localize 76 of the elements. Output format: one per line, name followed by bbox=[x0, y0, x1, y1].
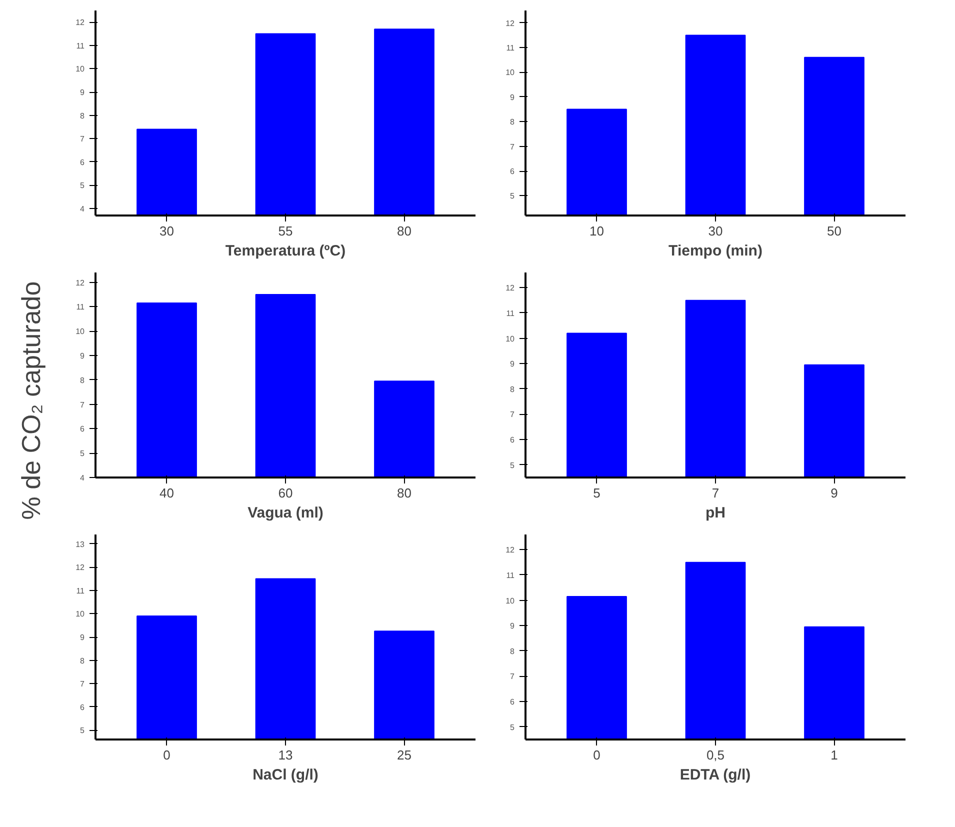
x-tick-label: 0 bbox=[593, 748, 600, 762]
y-tick-label: 12 bbox=[506, 546, 516, 555]
x-tick-label: 13 bbox=[278, 748, 293, 762]
y-tick-label: 6 bbox=[80, 158, 86, 167]
y-tick-label: 8 bbox=[80, 656, 86, 666]
x-tick-label: 40 bbox=[160, 486, 174, 500]
x-tick-label: 7 bbox=[712, 486, 720, 500]
x-axis-title: Temperatura (ºC) bbox=[225, 242, 346, 260]
x-tick-label: 10 bbox=[590, 224, 604, 238]
x-tick-label: 50 bbox=[827, 224, 842, 238]
y-tick-label: 9 bbox=[80, 88, 86, 98]
y-tick-label: 8 bbox=[80, 111, 86, 120]
y-tick-label: 11 bbox=[506, 308, 516, 318]
y-tick-label: 9 bbox=[510, 360, 516, 369]
y-axis-title: % de CO₂ capturado bbox=[16, 281, 46, 520]
y-tick-label: 6 bbox=[510, 436, 516, 445]
y-tick-label: 8 bbox=[80, 376, 86, 385]
x-tick-label: 30 bbox=[160, 224, 174, 238]
x-axis-title: Vagua (ml) bbox=[248, 504, 324, 522]
y-tick-label: 4 bbox=[80, 474, 86, 482]
y-tick-label: 13 bbox=[76, 540, 86, 549]
y-tick-label: 4 bbox=[80, 204, 86, 214]
y-tick-label: 8 bbox=[510, 384, 516, 394]
y-tick-label: 11 bbox=[506, 570, 516, 580]
y-tick-label: 10 bbox=[76, 64, 86, 74]
y-tick-label: 7 bbox=[510, 410, 516, 420]
y-tick-label: 10 bbox=[506, 596, 516, 606]
x-axis-title: Tiempo (min) bbox=[668, 242, 762, 260]
y-tick-label: 5 bbox=[80, 726, 86, 736]
y-tick-label: 10 bbox=[76, 327, 86, 336]
y-tick-label: 10 bbox=[76, 610, 86, 619]
y-tick-label: 12 bbox=[506, 18, 516, 28]
x-tick-label: 25 bbox=[397, 748, 412, 762]
y-tick-label: 5 bbox=[80, 181, 86, 190]
y-tick-label: 12 bbox=[76, 18, 86, 28]
y-tick-label: 6 bbox=[80, 702, 86, 712]
y-tick-label: 7 bbox=[80, 680, 86, 689]
y-tick-label: 12 bbox=[76, 278, 86, 288]
y-tick-label: 11 bbox=[506, 44, 516, 53]
x-tick-label: 55 bbox=[278, 224, 293, 238]
y-tick-label: 7 bbox=[510, 142, 516, 152]
y-tick-label: 11 bbox=[76, 302, 86, 312]
y-tick-label: 8 bbox=[510, 646, 516, 656]
y-tick-label: 7 bbox=[80, 134, 86, 144]
y-tick-label: 11 bbox=[76, 586, 86, 596]
x-tick-label: 0 bbox=[163, 748, 170, 762]
y-tick-label: 9 bbox=[80, 633, 86, 642]
y-tick-label: 7 bbox=[80, 400, 86, 410]
y-tick-label: 9 bbox=[80, 351, 86, 360]
y-tick-label: 5 bbox=[510, 460, 516, 470]
x-tick-label: 0,5 bbox=[706, 748, 725, 762]
x-tick-label: 1 bbox=[830, 748, 838, 762]
y-tick-label: 9 bbox=[510, 622, 516, 631]
x-tick-label: 9 bbox=[830, 486, 838, 500]
y-tick-label: 6 bbox=[510, 167, 516, 176]
y-tick-label: 5 bbox=[510, 192, 516, 201]
y-tick-label: 10 bbox=[506, 334, 516, 344]
y-tick-label: 5 bbox=[80, 449, 86, 458]
x-tick-label: 5 bbox=[593, 486, 600, 500]
y-tick-label: 12 bbox=[76, 563, 86, 572]
y-tick-label: 9 bbox=[510, 92, 516, 102]
y-tick-label: 6 bbox=[510, 698, 516, 707]
y-tick-label: 11 bbox=[76, 41, 86, 50]
y-tick-label: 5 bbox=[510, 722, 516, 732]
y-tick-label: 7 bbox=[510, 672, 516, 682]
y-tick-label: 10 bbox=[506, 68, 516, 78]
x-axis-title: pH bbox=[706, 504, 726, 522]
x-axis-title: NaCl (g/l) bbox=[252, 766, 318, 784]
x-tick-label: 80 bbox=[397, 486, 412, 500]
x-tick-label: 30 bbox=[708, 224, 723, 238]
x-axis-title: EDTA (g/l) bbox=[680, 766, 751, 784]
x-tick-label: 60 bbox=[278, 486, 293, 500]
x-tick-label: 80 bbox=[397, 224, 412, 238]
y-tick-label: 12 bbox=[506, 284, 516, 293]
y-tick-label: 6 bbox=[80, 424, 86, 434]
y-tick-label: 8 bbox=[510, 118, 516, 127]
